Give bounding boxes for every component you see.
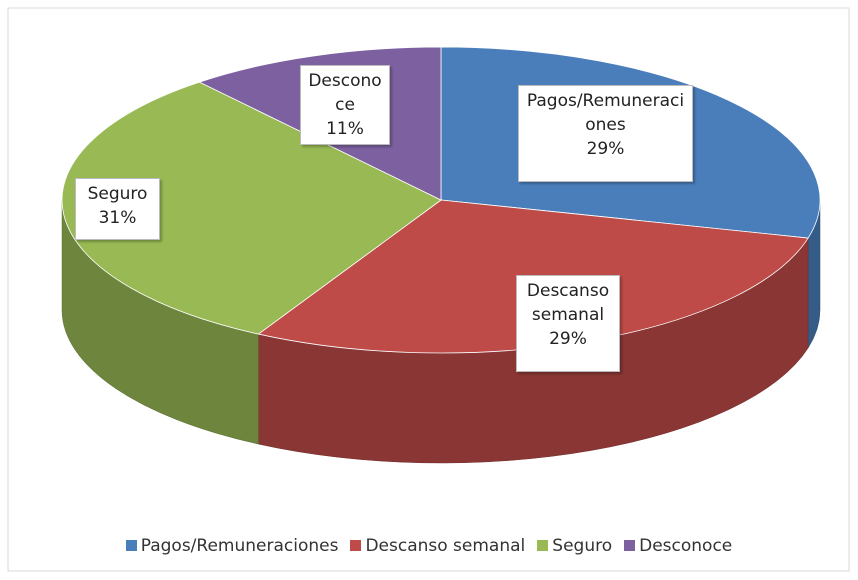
data-label-value: 29% (549, 329, 587, 349)
legend-swatch (350, 540, 362, 551)
data-label-category: Pagos/Remuneraciones (526, 91, 685, 135)
data-label: Descanso semanal 29% (516, 275, 620, 372)
legend-label: Pagos/Remuneraciones (140, 536, 339, 556)
data-label: Desconoce 11% (300, 65, 390, 145)
data-label-category: Desconoce (308, 71, 382, 115)
data-label: Seguro 31% (75, 178, 160, 240)
legend-label: Descanso semanal (365, 536, 526, 556)
data-label-category: Descanso semanal (526, 281, 610, 325)
data-label-value: 29% (586, 139, 625, 159)
legend: Pagos/Remuneraciones Descanso semanal Segu… (0, 536, 858, 556)
data-label-category: Seguro (87, 184, 148, 204)
legend-label: Seguro (552, 536, 613, 556)
legend-item: Descanso semanal (350, 536, 525, 556)
legend-swatch (624, 540, 636, 551)
legend-item: Desconoce (624, 536, 732, 556)
legend-item: Pagos/Remuneraciones (125, 536, 339, 556)
legend-swatch (537, 540, 549, 551)
data-label-value: 31% (98, 208, 137, 228)
data-label-value: 11% (326, 119, 364, 139)
legend-swatch (125, 540, 137, 551)
legend-item: Seguro (537, 536, 612, 556)
legend-label: Desconoce (639, 536, 733, 556)
pie-slice (61, 81, 442, 335)
data-label: Pagos/Remuneraciones 29% (518, 85, 693, 182)
